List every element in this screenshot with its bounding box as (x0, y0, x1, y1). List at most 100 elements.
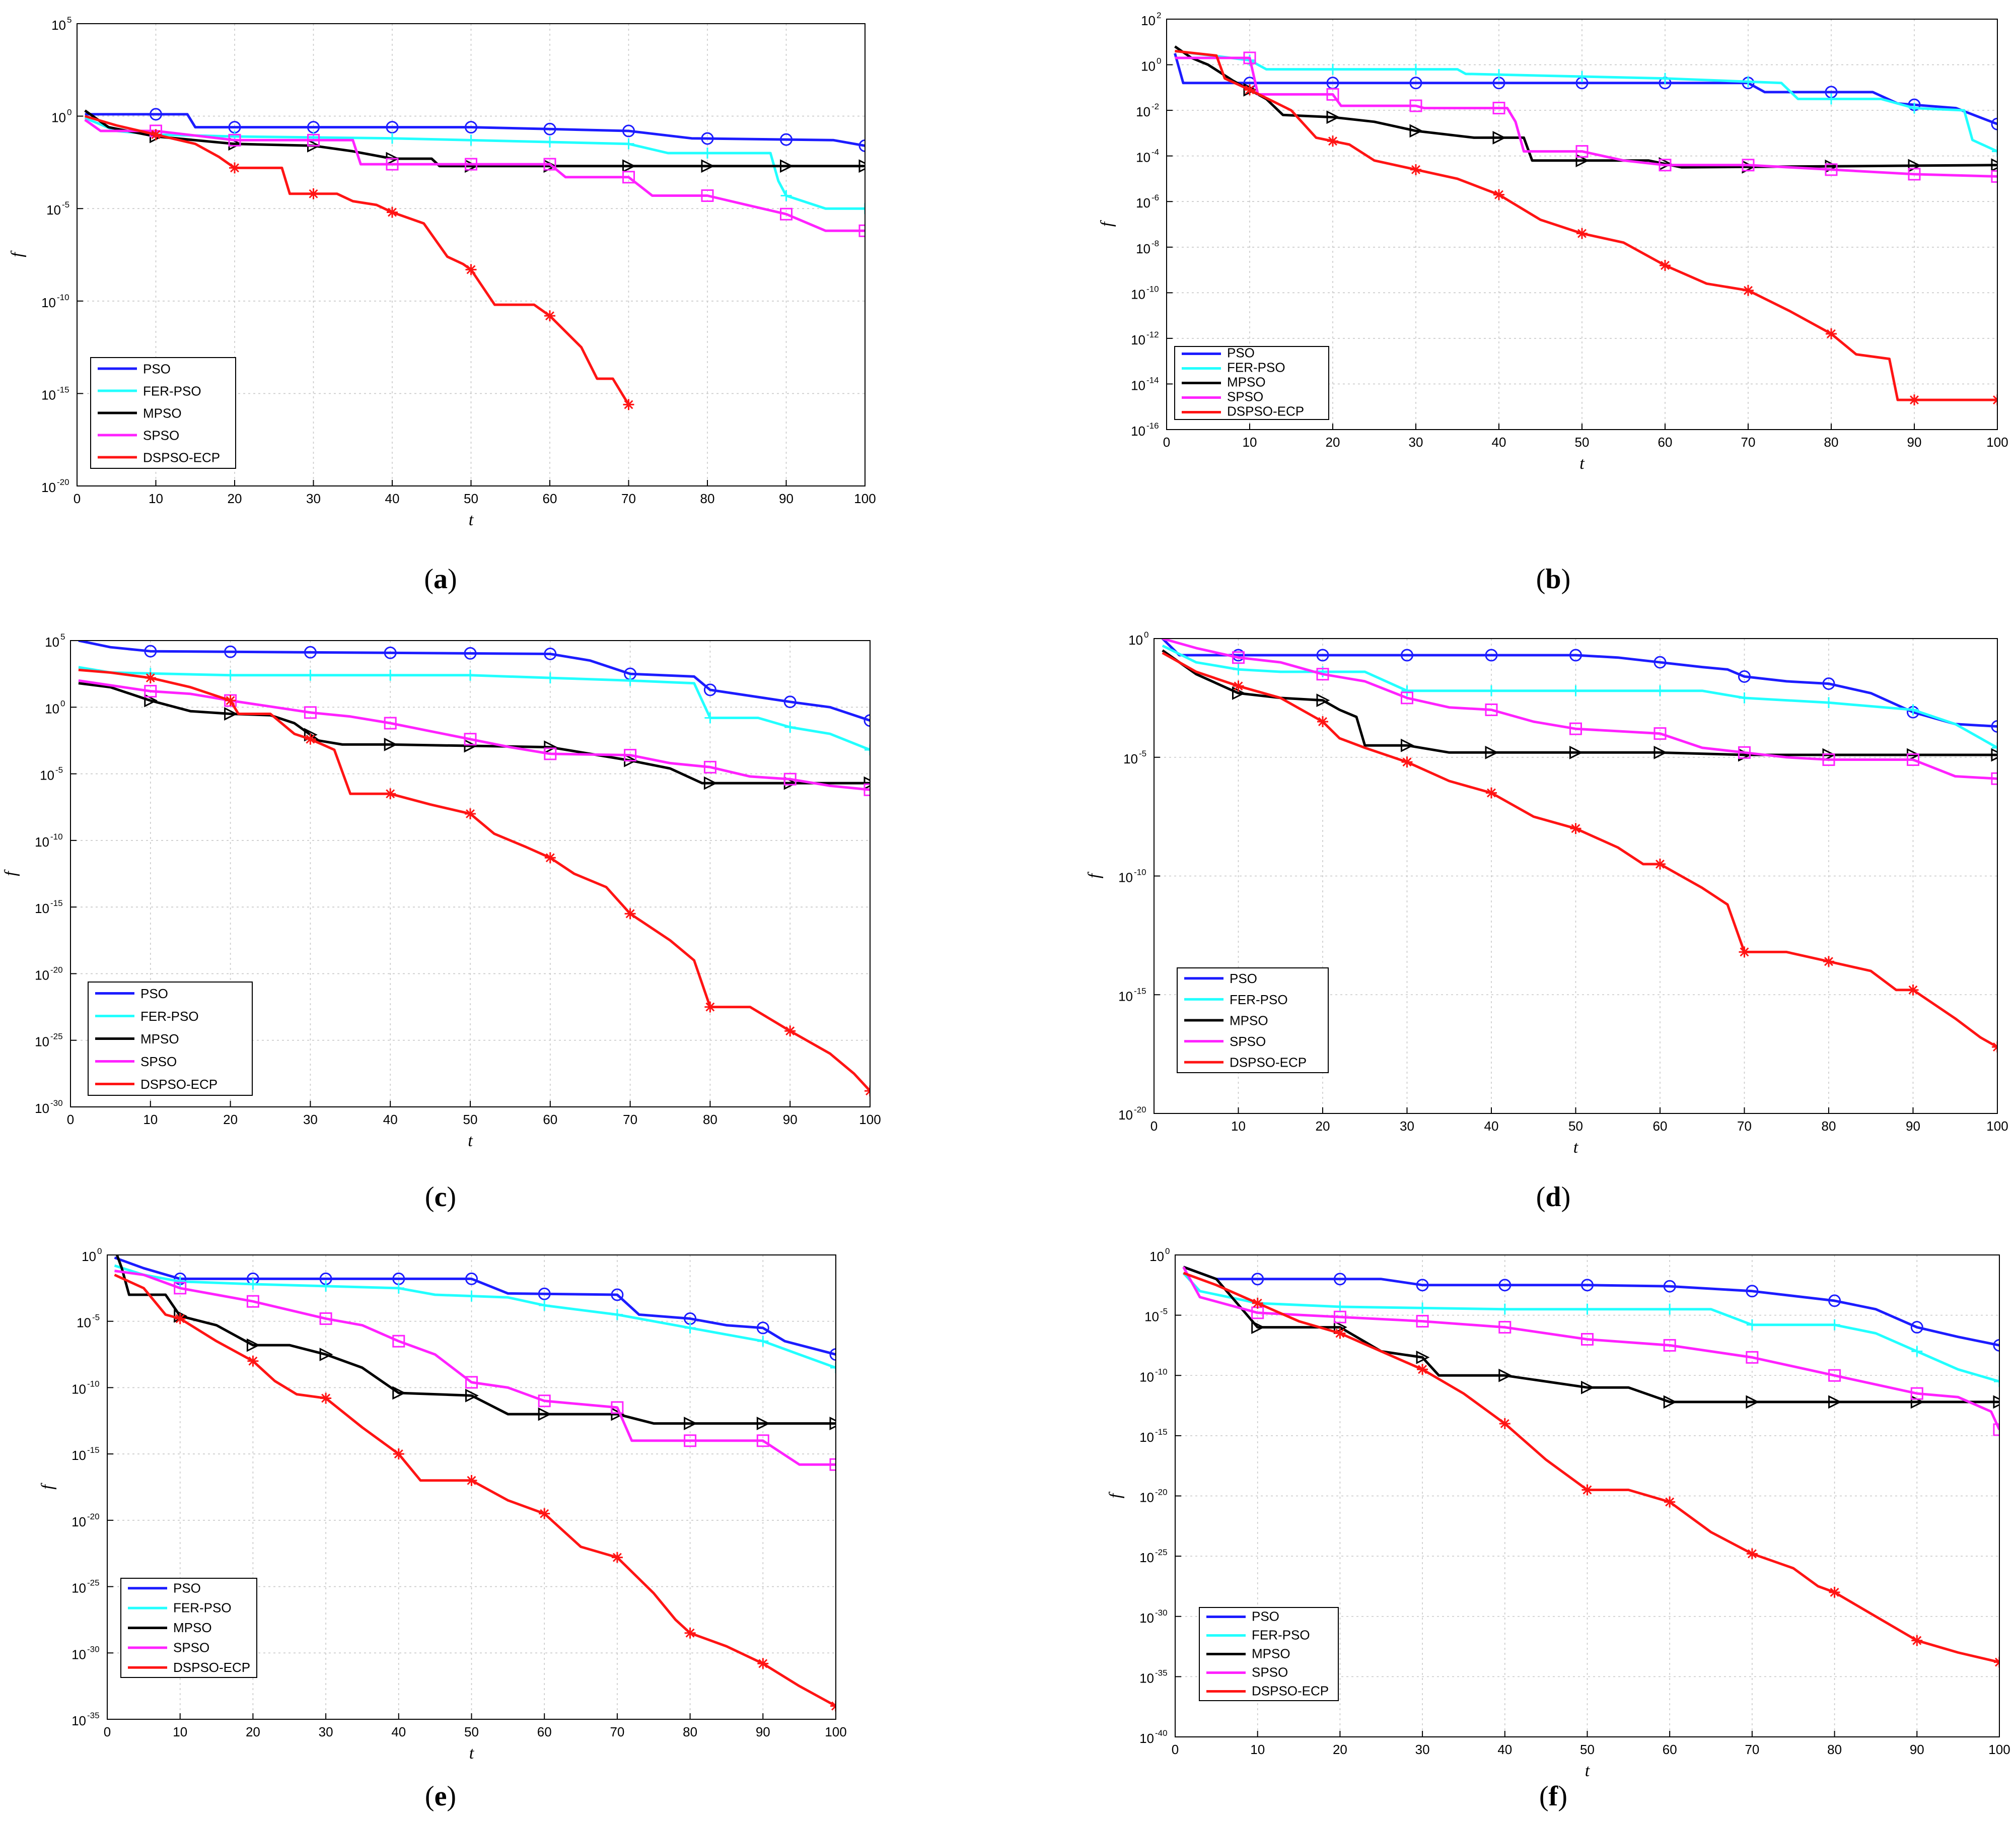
marker-spso (384, 717, 397, 730)
marker-fer-pso (859, 203, 865, 215)
marker-fer-pso (1743, 76, 1754, 88)
y-tick-label: 10 (35, 901, 49, 916)
x-tick-label: 90 (1906, 1118, 1920, 1134)
x-tick-label: 50 (1580, 1742, 1595, 1757)
marker-dspso-ecp (1493, 189, 1504, 200)
marker-mpso (1828, 1395, 1842, 1409)
marker-spso (319, 1312, 332, 1325)
legend-label: DSPSO-ECP (1230, 1055, 1307, 1070)
x-tick-label: 0 (1150, 1118, 1158, 1134)
series-line-dspso-ecp (1183, 1272, 1999, 1664)
marker-spso (144, 685, 157, 698)
marker-dspso-ecp (465, 808, 476, 819)
marker-dspso-ecp (1327, 135, 1338, 147)
marker-spso (1401, 691, 1413, 705)
marker-fer-pso (1739, 692, 1750, 704)
marker-fer-pso (830, 1362, 836, 1373)
y-tick-exponent: -10 (1134, 868, 1146, 877)
marker-pso (1485, 649, 1498, 662)
marker-dspso-ecp (684, 1627, 696, 1639)
legend-label: DSPSO-ECP (1252, 1683, 1329, 1698)
marker-pso (386, 121, 399, 134)
legend-c: PSO FER-PSO MPSO SPSO DSPSO-ECP (88, 982, 253, 1096)
x-tick-label: 10 (149, 491, 163, 506)
marker-mpso (246, 1338, 260, 1352)
marker-pso (224, 645, 237, 658)
x-tick-label: 20 (1326, 435, 1340, 450)
y-tick-label: 10 (1131, 378, 1145, 393)
y-tick-exponent: -25 (50, 1032, 63, 1041)
x-tick-label: 60 (1663, 1742, 1677, 1757)
marker-fer-pso (466, 1290, 477, 1302)
marker-pso (1409, 77, 1422, 90)
marker-spso (1243, 51, 1256, 64)
legend-label: PSO (173, 1580, 201, 1595)
marker-spso (1659, 159, 1672, 172)
marker-dspso-ecp (1907, 984, 1919, 996)
marker-spso (1907, 753, 1919, 766)
marker-dspso-ecp (1252, 1297, 1263, 1309)
x-tick-label: 60 (537, 1724, 552, 1739)
marker-pso (1581, 1279, 1594, 1292)
y-tick-exponent: -20 (1134, 1105, 1146, 1114)
marker-spso (544, 747, 557, 760)
marker-mpso (611, 1407, 625, 1421)
y-tick-exponent: 0 (60, 698, 65, 708)
y-tick-exponent: -15 (87, 1445, 100, 1455)
caption-f: (f) (1539, 1781, 1567, 1812)
svg-text:(c): (c) (425, 1181, 456, 1213)
legend-label: MPSO (140, 1031, 179, 1046)
y-tick-label: 10 (71, 1713, 86, 1728)
svg-text:(f): (f) (1539, 1781, 1567, 1812)
x-tick-label: 80 (703, 1112, 717, 1127)
marker-fer-pso (623, 138, 634, 150)
x-tick-label: 10 (1250, 1742, 1265, 1757)
marker-dspso-ecp (1654, 858, 1666, 870)
y-tick-exponent: 5 (60, 632, 65, 642)
y-tick-exponent: -30 (1155, 1608, 1168, 1618)
y-tick-label: 10 (71, 1647, 86, 1662)
y-tick-label: 10 (35, 1101, 49, 1116)
marker-spso (1910, 1387, 1923, 1400)
svg-text:(d): (d) (1536, 1181, 1570, 1213)
marker-dspso-ecp (465, 264, 477, 275)
y-tick-exponent: -20 (50, 965, 63, 974)
marker-spso (307, 133, 320, 147)
x-tick-label: 90 (1907, 435, 1922, 450)
marker-pso (384, 646, 397, 659)
x-tick-label: 20 (223, 1112, 238, 1127)
axes-frame (107, 1254, 836, 1720)
marker-dspso-ecp (1664, 1496, 1676, 1508)
marker-spso (701, 189, 714, 202)
legend-label: MPSO (1230, 1013, 1268, 1028)
series-group (1174, 45, 1997, 406)
x-tick-label: 100 (1986, 1118, 2008, 1134)
y-tick-exponent: 0 (1165, 1246, 1170, 1256)
marker-dspso-ecp (320, 1392, 332, 1404)
x-tick-label: 30 (319, 1724, 333, 1739)
marker-spso (783, 773, 797, 786)
y-tick-exponent: -40 (1155, 1728, 1168, 1738)
y-tick-label: 10 (1136, 241, 1150, 256)
marker-fer-pso (1576, 71, 1588, 82)
y-tick-exponent: 0 (67, 108, 71, 117)
x-tick-label: 30 (306, 491, 321, 506)
x-tick-label: 60 (1653, 1118, 1668, 1134)
x-tick-label: 30 (303, 1112, 318, 1127)
marker-spso (858, 224, 865, 237)
marker-fer-pso (1401, 685, 1413, 696)
series-line-pso (1174, 53, 1997, 125)
legend-label: FER-PSO (143, 383, 201, 398)
marker-spso (386, 158, 399, 171)
marker-fer-pso (1994, 1376, 1999, 1387)
y-tick-exponent: -6 (1151, 193, 1159, 202)
marker-spso (1908, 168, 1921, 181)
marker-mpso (1653, 745, 1668, 759)
y-tick-label: 10 (1139, 1430, 1154, 1445)
marker-fer-pso (465, 134, 477, 146)
marker-pso (1401, 649, 1413, 662)
x-axis-title: t (468, 1132, 473, 1150)
marker-pso (150, 108, 162, 121)
axes-frame (1166, 19, 1998, 430)
